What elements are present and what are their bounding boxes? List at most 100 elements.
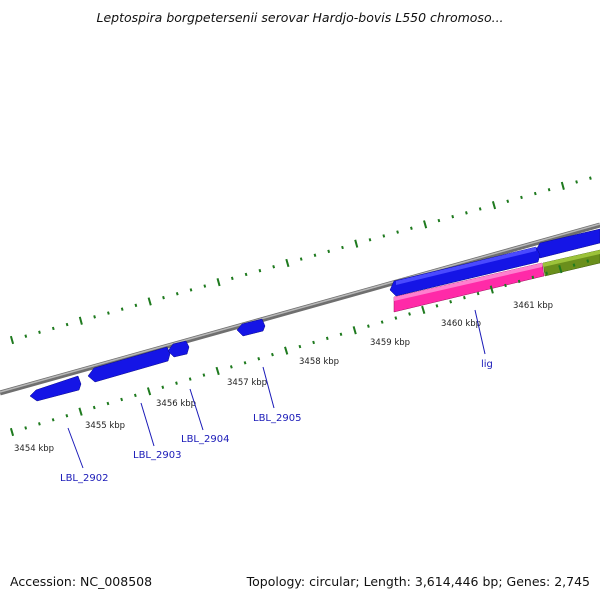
minor-tick — [586, 259, 590, 263]
gene-feature-lbl2905[interactable] — [236, 318, 266, 337]
minor-tick — [133, 393, 137, 398]
gene-label-lbl2904[interactable]: LBL_2904 — [181, 434, 229, 445]
minor-tick — [243, 361, 247, 365]
minor-tick — [92, 405, 96, 410]
minor-tick — [382, 234, 386, 238]
minor-tick — [65, 414, 69, 418]
minor-tick — [437, 218, 441, 223]
major-tick — [146, 387, 152, 396]
minor-tick — [312, 340, 315, 345]
gene-label-lig[interactable]: lig — [481, 359, 493, 370]
leader-line — [474, 309, 486, 355]
gene-label-lbl2902[interactable]: LBL_2902 — [60, 473, 108, 484]
inner-tick-track — [9, 259, 590, 437]
minor-tick — [161, 385, 165, 389]
major-tick — [78, 316, 83, 325]
map-title: Leptospira borgpetersenii serovar Hardjo… — [96, 10, 504, 25]
minor-tick — [368, 238, 372, 242]
minor-tick — [520, 195, 523, 200]
gene-label-leaders — [67, 309, 486, 469]
major-tick — [215, 366, 220, 376]
minor-tick — [271, 352, 274, 357]
minor-tick — [107, 311, 110, 315]
major-tick — [423, 220, 428, 229]
genome-backbone — [0, 222, 600, 396]
major-tick — [9, 427, 15, 437]
genome-backbone-highlight — [0, 223, 600, 393]
minor-tick — [189, 288, 193, 292]
minor-tick — [106, 401, 110, 406]
leader-line — [262, 366, 275, 409]
major-tick — [421, 305, 426, 314]
major-tick — [147, 297, 152, 306]
major-tick — [285, 258, 290, 268]
minor-tick — [38, 330, 41, 334]
minor-tick — [410, 226, 413, 230]
major-tick — [9, 335, 15, 345]
kbp-label: 3459 kbp — [370, 338, 410, 348]
minor-tick — [258, 268, 262, 273]
major-tick — [560, 181, 565, 190]
major-tick — [489, 285, 494, 294]
kbp-label: 3454 kbp — [14, 444, 54, 454]
minor-tick — [545, 271, 549, 275]
minor-tick — [327, 249, 331, 254]
accession-text: Accession: NC_008508 — [10, 574, 153, 589]
minor-tick — [463, 295, 466, 300]
minor-tick — [51, 326, 55, 331]
major-tick — [558, 265, 563, 274]
minor-tick — [451, 214, 455, 219]
minor-tick — [325, 336, 329, 341]
major-tick — [491, 201, 497, 210]
major-tick — [216, 278, 221, 287]
minor-tick — [175, 292, 179, 296]
minor-tick — [38, 422, 41, 426]
minor-tick — [380, 320, 384, 324]
rna-gene-feature-shade — [394, 263, 542, 301]
minor-tick — [572, 263, 576, 267]
forward-strand-genes — [389, 228, 600, 297]
minor-tick — [188, 377, 192, 381]
leader-line — [140, 402, 155, 447]
kbp-label: 3460 kbp — [441, 319, 481, 329]
minor-tick — [299, 257, 303, 261]
minor-tick — [120, 397, 124, 402]
gene-label-lbl2905[interactable]: LBL_2905 — [253, 413, 301, 424]
gene-feature-shade — [396, 247, 536, 285]
minor-tick — [93, 315, 96, 319]
gene-label-lbl2903[interactable]: LBL_2903 — [133, 450, 181, 461]
minor-tick — [533, 191, 537, 196]
minor-tick — [478, 207, 482, 211]
minor-tick — [396, 230, 399, 234]
minor-tick — [575, 180, 578, 184]
gene-feature-lbl2903[interactable] — [87, 346, 171, 383]
minor-tick — [162, 295, 165, 300]
minor-tick — [120, 307, 124, 311]
minor-tick — [394, 316, 398, 320]
leader-line — [67, 427, 84, 469]
kbp-label: 3457 kbp — [227, 378, 267, 388]
minor-tick — [313, 253, 317, 257]
minor-tick — [229, 365, 233, 369]
rna-features — [393, 262, 545, 313]
kbp-label: 3456 kbp — [156, 399, 196, 409]
minor-tick — [24, 426, 28, 430]
minor-tick — [504, 283, 507, 288]
gene-feature-lbl2904[interactable] — [167, 340, 190, 358]
minor-tick — [175, 381, 178, 385]
minor-tick — [203, 284, 207, 288]
minor-tick — [339, 332, 343, 336]
minor-tick — [449, 300, 453, 304]
minor-tick — [476, 291, 480, 296]
olive-feature-shade — [543, 250, 600, 267]
kbp-label: 3455 kbp — [85, 421, 125, 431]
kbp-labels: 3454 kbp 3455 kbp 3456 kbp 3457 kbp 3458… — [14, 301, 553, 454]
gene-feature-lbl2902[interactable] — [29, 375, 82, 402]
reverse-strand-genes — [29, 318, 266, 402]
minor-tick — [24, 334, 28, 338]
minor-tick — [465, 211, 468, 215]
other-features — [542, 249, 600, 277]
minor-tick — [230, 276, 234, 281]
